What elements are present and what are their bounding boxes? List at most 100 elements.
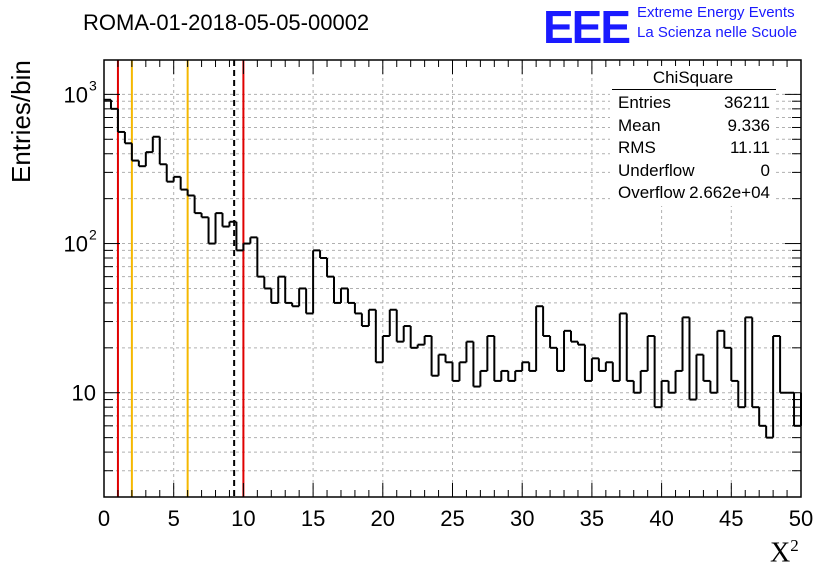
histogram-bin <box>235 221 244 252</box>
histogram-bin <box>604 361 613 371</box>
x-tick-label: 40 <box>649 506 673 531</box>
histogram-bin <box>639 369 648 393</box>
eee-logo: EEE <box>543 1 631 53</box>
histogram-bin <box>430 336 439 377</box>
stats-row-overflow: Overflow 2.662e+04 <box>618 183 770 205</box>
stats-key: Overflow <box>618 183 686 202</box>
histogram-bin <box>137 160 146 168</box>
x-tick-label: 15 <box>301 506 325 531</box>
histogram-bin <box>716 329 725 393</box>
histogram-bin <box>319 250 328 260</box>
histogram-bin <box>632 380 641 394</box>
x-tick-label: 25 <box>440 506 464 531</box>
x-axis-label: X2 <box>770 536 799 569</box>
histogram-bin <box>521 361 530 371</box>
histogram-bin <box>123 131 132 145</box>
histogram-bin <box>360 313 369 328</box>
histogram-bin <box>507 370 516 382</box>
x-axis-label-superscript: 2 <box>790 536 799 555</box>
y-tick-label-exponent: 2 <box>89 227 97 243</box>
histogram-bin <box>165 164 174 183</box>
histogram-bin <box>444 354 453 364</box>
grid <box>104 60 801 498</box>
histogram-bin <box>793 392 801 427</box>
x-tick-label: 0 <box>98 506 110 531</box>
histogram-bin <box>346 288 355 304</box>
histogram-bin <box>339 287 348 303</box>
histogram-bin <box>388 308 397 337</box>
histogram-bin <box>277 275 286 303</box>
histogram-bin <box>228 220 237 227</box>
histogram-bin <box>395 309 404 343</box>
histogram-bin <box>569 330 578 343</box>
histogram-bin <box>702 354 711 382</box>
histogram-bin <box>221 213 230 228</box>
histogram-bin <box>772 335 781 438</box>
y-tick-label: 10 <box>72 381 96 406</box>
histogram-bin <box>207 217 216 245</box>
histogram-bin <box>402 325 411 342</box>
histogram-bin <box>681 316 690 371</box>
histogram-bin <box>542 306 551 338</box>
histogram-bin <box>172 175 181 182</box>
histogram-bin <box>256 237 265 278</box>
histogram-bin <box>465 340 474 363</box>
stats-key: Entries <box>618 93 671 112</box>
histogram-bin <box>312 249 321 314</box>
marker-lines <box>116 60 245 497</box>
histogram-bin <box>751 317 760 409</box>
histogram-bin <box>660 379 669 408</box>
x-tick-label: 50 <box>789 506 813 531</box>
histogram-bin <box>486 335 495 371</box>
stats-key: Underflow <box>618 161 695 180</box>
histogram-bin <box>193 195 202 215</box>
histogram-bin <box>326 258 335 278</box>
histogram-bin <box>284 276 293 304</box>
histogram-bin <box>116 108 125 133</box>
stats-box: ChiSquare Entries 36211 Mean 9.336 RMS 1… <box>610 66 776 206</box>
stats-value: 11.11 <box>729 138 770 157</box>
x-tick-label: 35 <box>580 506 604 531</box>
stats-value: 9.336 <box>727 116 770 135</box>
histogram-bin <box>709 380 718 394</box>
histogram-bin <box>451 362 460 382</box>
stats-row-entries: Entries 36211 <box>618 93 770 115</box>
x-tick-label: 30 <box>510 506 534 531</box>
logo-line-1: Extreme Energy Events <box>637 4 795 21</box>
stats-key: RMS <box>618 138 656 157</box>
histogram-bin <box>758 407 767 427</box>
histogram-bin <box>367 308 376 327</box>
histogram-bin <box>333 276 341 304</box>
histogram-bin <box>590 357 599 381</box>
histogram-bin <box>291 302 300 308</box>
histogram-bin <box>416 343 425 348</box>
histogram-bin <box>200 213 209 219</box>
histogram-bin <box>730 347 739 382</box>
y-axis-label: Entries/bin <box>6 60 36 183</box>
histogram-bin <box>353 302 362 315</box>
histogram-bin <box>472 341 481 388</box>
histogram-bin <box>653 336 662 409</box>
x-tick-label: 10 <box>231 506 255 531</box>
histogram-bin <box>186 189 195 197</box>
histogram-bin <box>576 341 585 346</box>
x-axis-label-base: X <box>770 537 791 569</box>
histogram-bin <box>158 136 167 166</box>
histogram-bin <box>298 287 307 307</box>
histogram-bin <box>305 288 314 315</box>
chart-title: ROMA-01-2018-05-05-00002 <box>83 10 370 35</box>
histogram-bin <box>625 313 634 382</box>
y-tick-label: 10 <box>64 232 88 257</box>
histogram-bin <box>130 143 139 162</box>
histogram-bin <box>667 380 676 394</box>
histogram-bin <box>263 276 272 290</box>
histogram-bin <box>583 344 592 382</box>
stats-divider <box>612 89 776 90</box>
histogram-bin <box>179 176 188 191</box>
x-tick-label: 5 <box>168 506 180 531</box>
histogram-bin <box>242 242 251 251</box>
histogram-bin <box>695 353 704 400</box>
histogram-bin <box>597 358 606 372</box>
histogram-bin <box>423 335 432 345</box>
